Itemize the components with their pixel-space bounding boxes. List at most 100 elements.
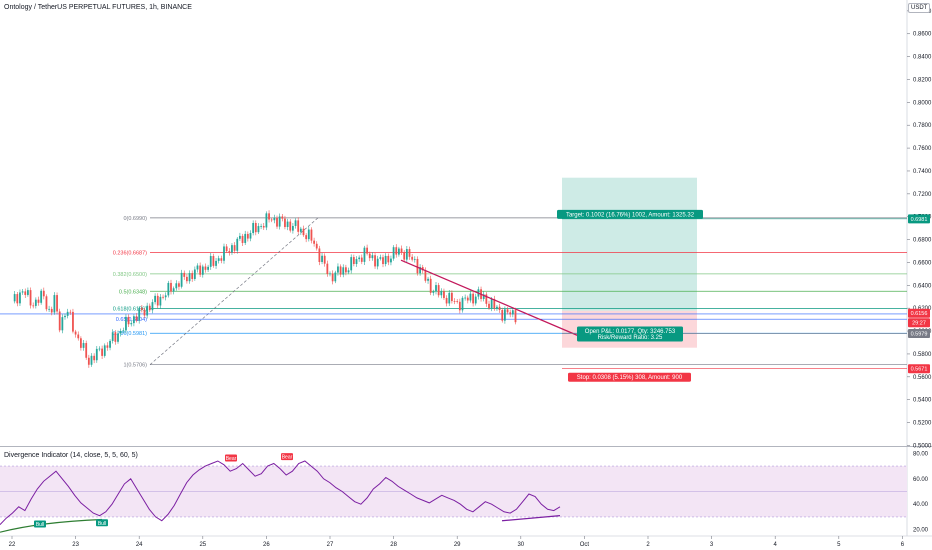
candle-body [58,311,61,331]
candle-body [305,235,308,240]
candle-body [493,298,496,309]
candle-body [329,273,331,275]
candle-body [40,290,43,303]
time-tick-label: Oct [580,542,590,548]
trend-line[interactable] [400,259,579,337]
candle-body [135,316,138,321]
candle-body [395,247,398,255]
candle-body [363,247,366,262]
candle-body [154,295,156,303]
candle-body [509,312,512,315]
candle-body [164,295,167,298]
rsi-pane[interactable]: 80.00 60.00 40.00 20.00 Bull Bull Bear Bear [0,451,929,534]
price-axis[interactable]: 0.88000.86000.84000.82000.80000.78000.76… [907,9,932,450]
candle-body [77,334,80,339]
candle-body [496,306,498,309]
candle-body [482,294,485,299]
candle-body [289,221,292,231]
candle-body [453,301,456,302]
candle-body [371,255,374,259]
price-tag-label: 0.6156 [911,311,928,317]
drawings[interactable] [400,259,579,337]
candle-body [106,345,109,348]
rsi-tick-label: 80.00 [913,451,929,457]
fib-trend-line[interactable] [149,217,319,365]
bull-signal-label: Bull [98,521,106,527]
price-tag [908,214,930,224]
candle-body [207,266,209,270]
bull-signal-badge[interactable] [96,519,108,527]
bear-signal-badge[interactable] [225,454,237,462]
candle-body [196,265,199,270]
time-axis[interactable]: 22 23 24 25 26 27 28 29 30 Oct 2 3 4 5 6 [9,536,905,548]
target-zone[interactable] [562,177,697,311]
currency-unit-button[interactable]: USDT [908,3,931,13]
candle-body [273,217,276,221]
candle-body [87,357,90,365]
candle-body [265,213,268,228]
candle-body [85,343,88,358]
candle-body [188,273,191,282]
candle-body [469,293,472,301]
fib-retracement[interactable]: 0(0.6990) 0.236(0.6687) 0.382(0.6500) 0.5(0… [0,216,907,369]
candle-body [13,294,16,302]
time-tick-label: 26 [263,542,270,548]
candle-body [48,308,50,310]
candle-body [228,251,231,253]
pnl-label-box[interactable] [577,326,683,342]
long-position-tool[interactable]: Target: 0.1002 (16.76%) 1002, Amount: 13… [557,209,907,382]
candle-body [485,294,488,304]
price-tick-label: 0.6800 [913,238,932,244]
candle-body [490,298,493,309]
candle-body [323,255,326,264]
price-tick-label: 0.8200 [913,77,932,83]
price-tick-label: 0.8600 [913,32,932,38]
candle-body [504,309,506,321]
candle-body [262,226,265,228]
symbol-title[interactable]: Ontology / TetherUS PERPETUAL FUTURES, 1… [4,4,192,11]
price-tick-label: 0.5200 [913,421,932,427]
time-tick-label: 27 [327,542,334,548]
candle-body [172,288,175,292]
candle-body [249,233,252,239]
price-tag [908,308,930,318]
candle-body [400,248,403,253]
candle-body [93,355,96,361]
price-tick-label: 0.5800 [913,352,932,358]
candle-body [109,340,111,348]
candle-body [98,348,101,350]
price-pane[interactable] [0,0,907,446]
candle-body [53,295,56,313]
candle-body [246,233,249,239]
candle-body [419,267,421,274]
candle-body [156,295,159,306]
rsi-tick-label: 20.00 [913,528,929,534]
candle-body [114,332,117,342]
bull-signal-badge[interactable] [34,520,46,528]
candle-body [405,249,408,260]
time-tick-label: 6 [901,542,905,548]
candle-body [24,291,27,295]
candle-body [199,265,202,275]
candle-body [488,303,490,309]
target-label-box[interactable] [557,209,703,219]
candle-body [191,273,194,279]
indicator-title[interactable]: Divergence Indicator (14, close, 5, 5, 6… [4,452,138,459]
candle-body [215,260,217,266]
candle-body [390,258,392,263]
stop-label-box[interactable] [568,372,691,382]
candle-body [204,266,207,270]
price-tick-label: 0.7800 [913,123,932,129]
bear-signal-badge[interactable] [281,453,293,461]
candle-body [231,245,233,253]
price-tick-label: 0.7400 [913,169,932,175]
candle-body [387,255,390,263]
candle-body [297,220,300,232]
candle-body [358,257,361,260]
time-tick-label: 28 [390,542,397,548]
candle-body [299,228,302,232]
candle-body [284,218,286,228]
candle-body [186,276,188,282]
